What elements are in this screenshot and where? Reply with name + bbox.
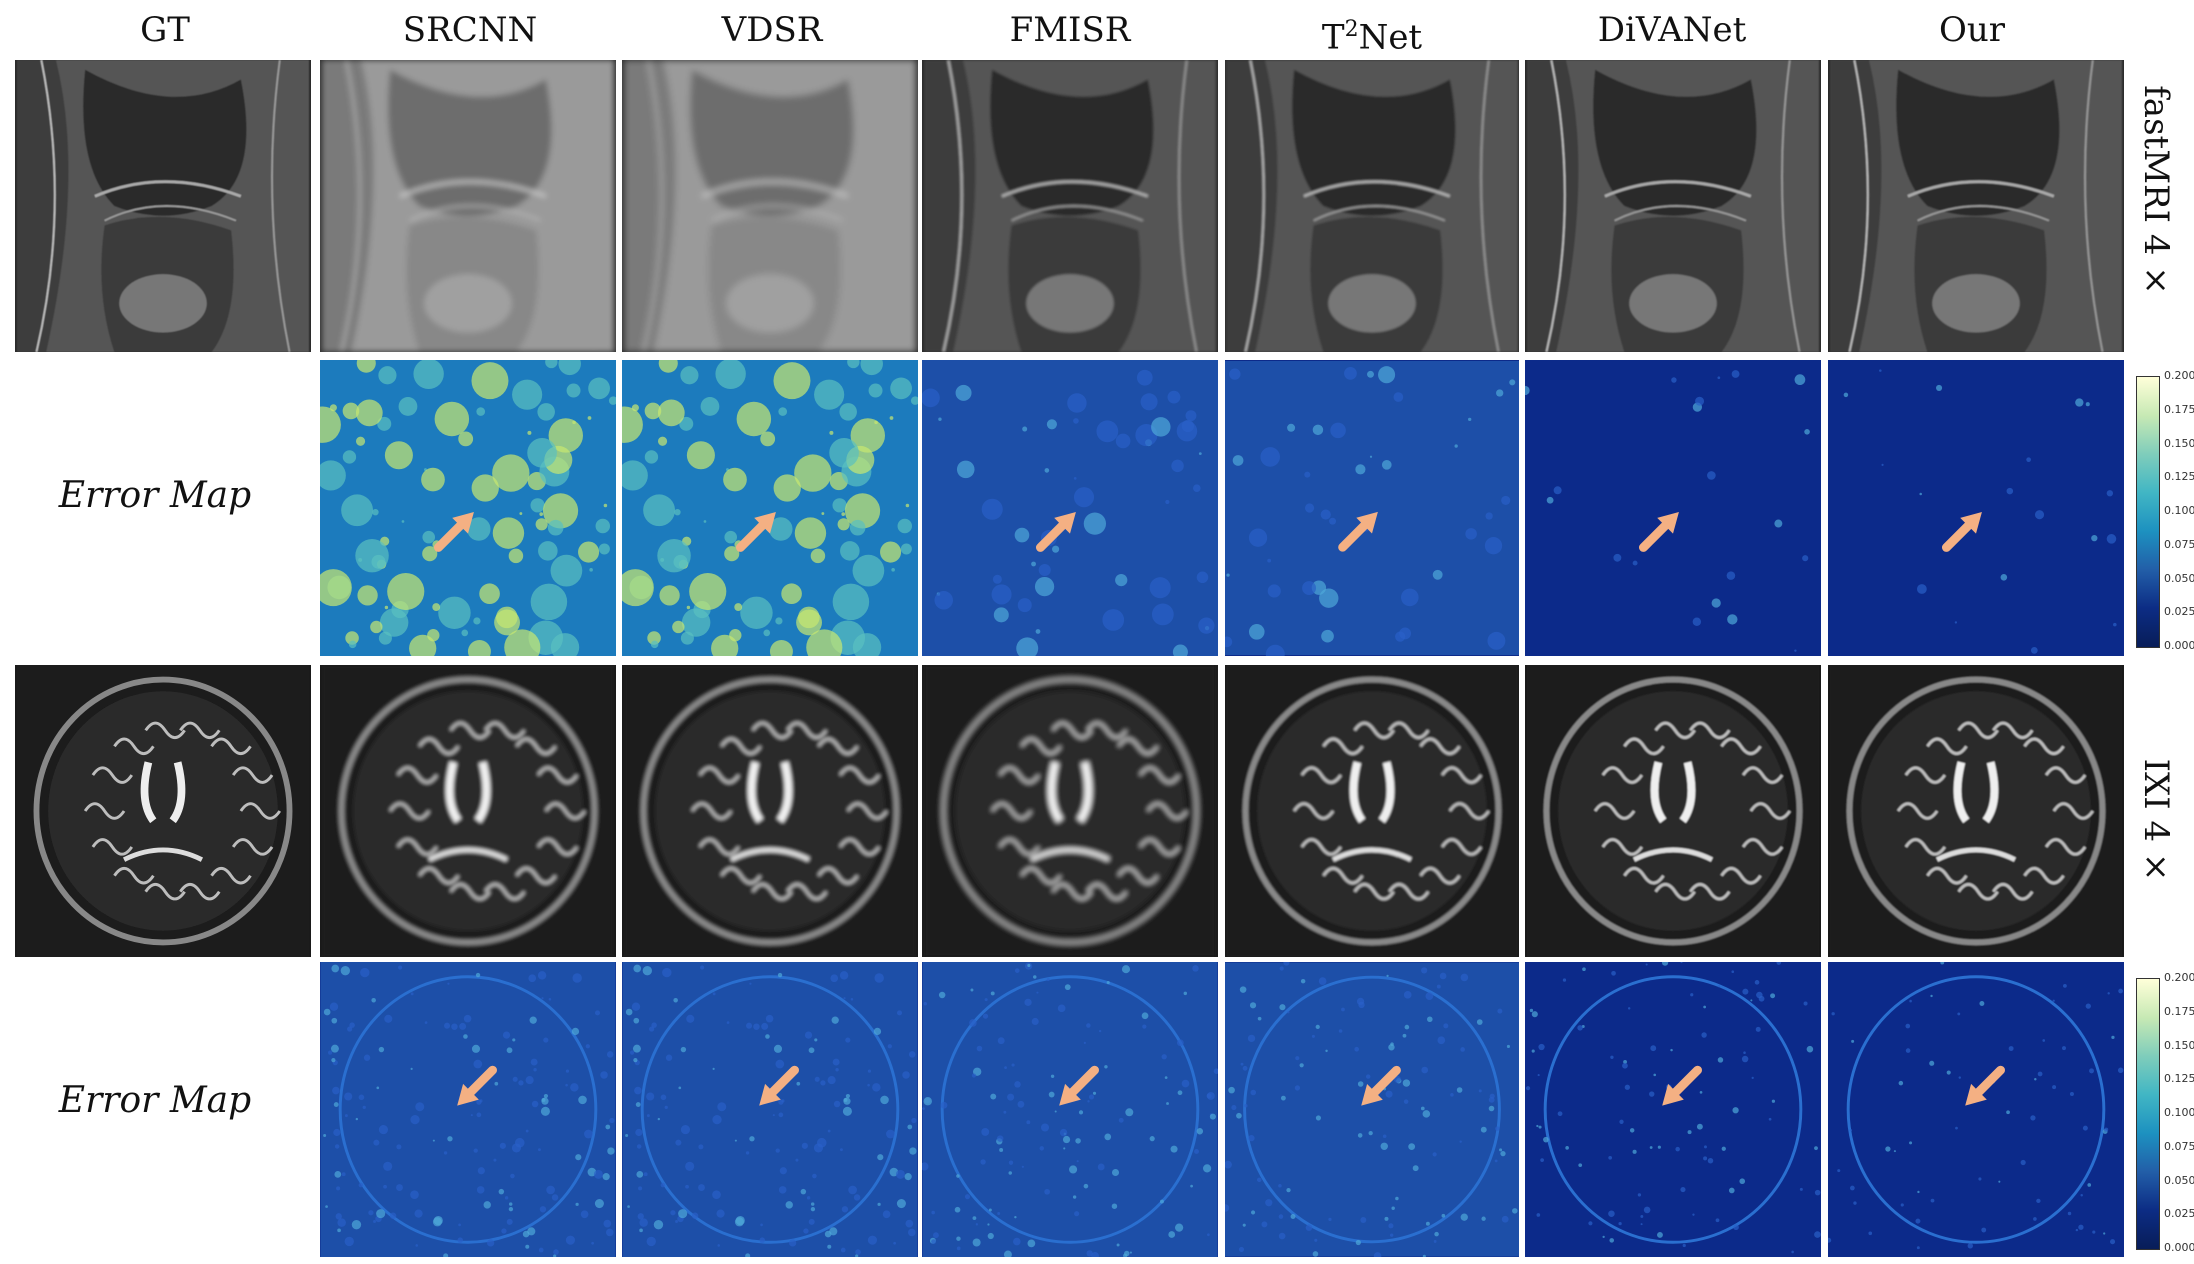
knee-image-fmisr	[922, 60, 1218, 352]
brain-image-our	[1828, 665, 2124, 957]
brain-image-fmisr	[922, 665, 1218, 957]
col-title-t2net: T2Net	[1222, 6, 1522, 58]
t2net-sup: 2	[1344, 17, 1359, 42]
colorbar-tick: 0.025	[2164, 605, 2194, 619]
col-title-our: Our	[1938, 10, 2006, 50]
side-label-fastmri: fastMRI 4 ×	[2136, 85, 2176, 295]
knee-error-map-our	[1828, 360, 2124, 656]
col-title-divanet: DiVANet	[1597, 10, 1747, 50]
colorbar-tick: 0.050	[2164, 571, 2194, 585]
brain-error-map-our	[1828, 962, 2124, 1257]
brain-error-map-srcnn	[320, 962, 616, 1257]
t2net-rest: Net	[1358, 17, 1423, 58]
knee-image-divanet	[1525, 60, 1821, 352]
error-map-label-2: Error Map	[58, 1080, 252, 1121]
brain-error-map-vdsr	[622, 962, 918, 1257]
col-title-srcnn: SRCNN	[402, 10, 538, 50]
col-title-gt: GT	[140, 10, 190, 50]
colorbar-tick: 0.175	[2164, 1004, 2194, 1018]
colorbar-tick: 0.150	[2164, 436, 2194, 450]
knee-image-vdsr	[622, 60, 918, 352]
knee-error-map-srcnn	[320, 360, 616, 656]
knee-image-srcnn	[320, 60, 616, 352]
knee-error-map-vdsr	[622, 360, 918, 656]
colorbar-tick: 0.200	[2164, 369, 2194, 382]
knee-image-gt	[15, 60, 311, 352]
colorbar-tick: 0.125	[2164, 470, 2194, 484]
knee-error-map-divanet	[1525, 360, 1821, 656]
colorbar-tick: 0.050	[2164, 1173, 2194, 1187]
colorbar-tick: 0.150	[2164, 1038, 2194, 1052]
t2net-base: T	[1321, 17, 1345, 58]
error-map-label-1: Error Map	[58, 475, 252, 516]
colorbar-1	[2136, 376, 2160, 648]
side-label-ixi: IXI 4 ×	[2136, 758, 2176, 882]
colorbar-tick: 0.100	[2164, 1106, 2194, 1119]
brain-image-srcnn	[320, 665, 616, 957]
colorbar-tick: 0.125	[2164, 1072, 2194, 1086]
brain-error-map-divanet	[1525, 962, 1821, 1257]
colorbar-tick: 0.075	[2164, 537, 2194, 551]
colorbar-tick: 0.075	[2164, 1139, 2194, 1153]
colorbar-tick: 0.100	[2164, 504, 2194, 517]
knee-error-map-fmisr	[922, 360, 1218, 656]
brain-error-map-fmisr	[922, 962, 1218, 1257]
knee-error-map-t2net	[1225, 360, 1519, 656]
colorbar-2	[2136, 978, 2160, 1250]
col-title-vdsr: VDSR	[721, 10, 823, 50]
colorbar-tick: 0.000	[2164, 1241, 2194, 1254]
colorbar-tick: 0.175	[2164, 402, 2194, 416]
col-title-fmisr: FMISR	[1009, 10, 1131, 50]
brain-error-map-t2net	[1225, 962, 1519, 1257]
colorbar-tick: 0.025	[2164, 1207, 2194, 1221]
brain-image-t2net	[1225, 665, 1519, 957]
colorbar-tick: 0.200	[2164, 971, 2194, 984]
brain-image-vdsr	[622, 665, 918, 957]
knee-image-our	[1828, 60, 2124, 352]
brain-image-gt	[15, 665, 311, 957]
colorbar-tick: 0.000	[2164, 639, 2194, 652]
knee-image-t2net	[1225, 60, 1519, 352]
brain-image-divanet	[1525, 665, 1821, 957]
